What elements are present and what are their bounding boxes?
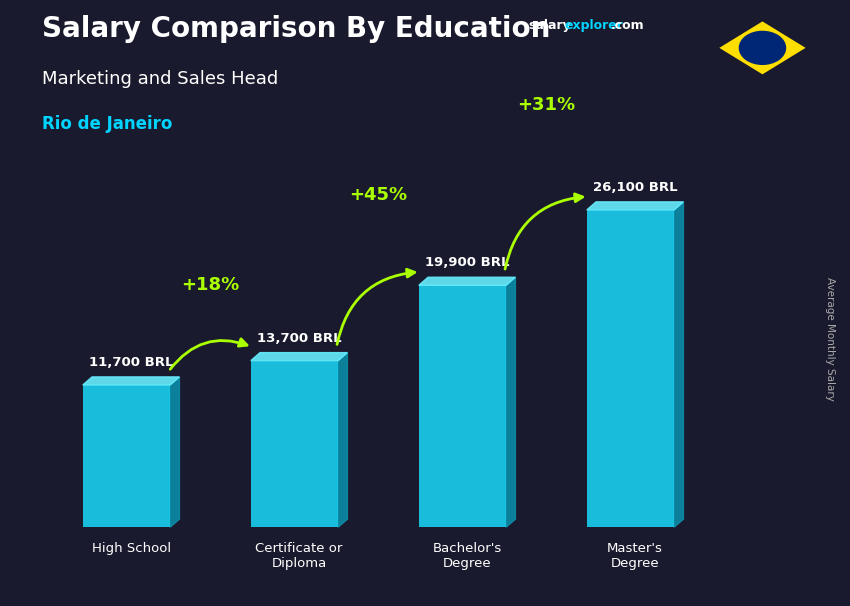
Text: Marketing and Sales Head: Marketing and Sales Head (42, 70, 279, 88)
Bar (251, 361, 338, 527)
Bar (419, 285, 507, 527)
Text: Rio de Janeiro: Rio de Janeiro (42, 115, 173, 133)
Text: +31%: +31% (518, 96, 575, 115)
Text: Certificate or
Diploma: Certificate or Diploma (256, 542, 343, 570)
Text: High School: High School (92, 542, 171, 554)
Text: 26,100 BRL: 26,100 BRL (592, 181, 677, 194)
Text: Bachelor's
Degree: Bachelor's Degree (433, 542, 502, 570)
Text: 13,700 BRL: 13,700 BRL (257, 331, 342, 345)
Text: Average Monthly Salary: Average Monthly Salary (824, 278, 835, 401)
Text: Master's
Degree: Master's Degree (607, 542, 663, 570)
Bar (82, 385, 170, 527)
Text: +45%: +45% (349, 186, 407, 204)
Polygon shape (338, 353, 348, 527)
Circle shape (740, 32, 785, 64)
Polygon shape (170, 377, 179, 527)
Polygon shape (674, 202, 683, 527)
Polygon shape (82, 377, 179, 385)
Polygon shape (719, 21, 806, 75)
Text: explorer: explorer (564, 19, 623, 32)
Polygon shape (507, 277, 515, 527)
Polygon shape (419, 277, 515, 285)
Text: +18%: +18% (181, 276, 240, 295)
Text: 11,700 BRL: 11,700 BRL (89, 356, 173, 369)
Polygon shape (586, 202, 683, 210)
Text: Salary Comparison By Education: Salary Comparison By Education (42, 15, 551, 43)
Text: salary: salary (529, 19, 571, 32)
Bar (586, 210, 674, 527)
Text: .com: .com (610, 19, 644, 32)
Text: 19,900 BRL: 19,900 BRL (425, 256, 509, 269)
Polygon shape (251, 353, 348, 361)
